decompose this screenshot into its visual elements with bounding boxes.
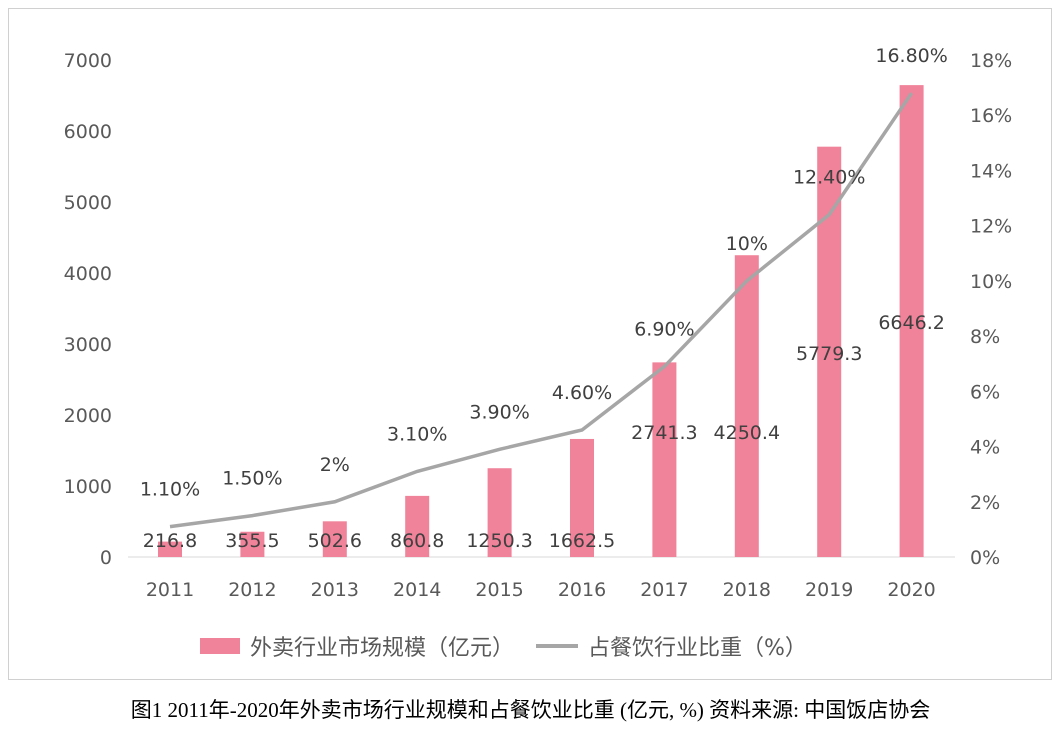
y-right-tick-label: 6% [970, 381, 1000, 403]
line-data-label: 2% [320, 454, 350, 476]
y-right-tick-label: 18% [970, 50, 1012, 72]
bar [899, 85, 924, 557]
y-right-tick-label: 2% [970, 492, 1000, 514]
bar [240, 531, 265, 557]
chart: 0 1000 2000 3000 4000 5000 6000 7000 0% 2% 4% 6% 8% 1… [64, 45, 1013, 601]
line-data-label: 1.50% [222, 468, 282, 490]
x-tick-label: 2020 [887, 579, 935, 601]
y-left-tick-label: 4000 [64, 263, 112, 285]
bar-data-label: 860.8 [390, 530, 444, 552]
y-right-tick-label: 8% [970, 326, 1000, 348]
line-data-label: 3.10% [387, 423, 447, 445]
legend-bar-swatch [200, 638, 240, 654]
line-data-label: 6.90% [634, 318, 694, 340]
x-tick-label: 2019 [805, 579, 853, 601]
bar [652, 362, 677, 557]
bar [158, 541, 182, 557]
x-tick-label: 2016 [558, 579, 606, 601]
x-tick-label: 2017 [640, 579, 688, 601]
bar [570, 438, 594, 557]
figure-caption: 图1 2011年-2020年外卖市场行业规模和占餐饮业比重 (亿元, %) 资料… [130, 698, 931, 722]
y-right-tick-label: 10% [970, 271, 1012, 293]
legend-bar-label: 外卖行业市场规模（亿元） [250, 636, 515, 661]
y-right-tick-label: 0% [970, 547, 1000, 569]
line-data-label: 16.80% [875, 45, 947, 67]
y-left-tick-label: 1000 [64, 476, 112, 498]
x-tick-label: 2011 [146, 579, 194, 601]
legend-line-swatch [536, 644, 579, 648]
bar-data-label: 5779.3 [796, 343, 862, 365]
line-data-label: 1.10% [140, 479, 200, 501]
line-data-label: 12.40% [793, 167, 865, 189]
legend: 外卖行业市场规模（亿元） 占餐饮行业比重（%） [200, 630, 807, 662]
bar [734, 255, 759, 557]
x-tick-label: 2018 [723, 579, 771, 601]
x-tick-label: 2015 [475, 579, 523, 601]
bar-data-label: 1250.3 [466, 530, 532, 552]
line-data-label: 3.90% [469, 401, 529, 423]
y-right-tick-label: 4% [970, 437, 1000, 459]
chart-frame [8, 8, 1052, 680]
bar-data-label: 4250.4 [714, 422, 780, 444]
y-right-tick-label: 14% [970, 160, 1012, 182]
bar [322, 521, 347, 557]
y-left-tick-label: 0 [100, 547, 112, 569]
line-data-label: 4.60% [552, 382, 612, 404]
y-left-tick-label: 3000 [64, 334, 112, 356]
bar-data-label: 355.5 [225, 530, 279, 552]
line-series [169, 92, 914, 529]
x-tick-label: 2013 [311, 579, 359, 601]
y-left-tick-label: 6000 [64, 121, 112, 143]
bar-data-label: 6646.2 [878, 312, 944, 334]
bar-data-label: 1662.5 [549, 530, 615, 552]
x-tick-label: 2014 [393, 579, 441, 601]
y-left-tick-label: 7000 [64, 50, 112, 72]
bar-data-label: 216.8 [143, 530, 197, 552]
bar-data-label: 2741.3 [631, 422, 697, 444]
y-right-tick-label: 16% [970, 105, 1012, 127]
bar-data-label: 502.6 [308, 530, 362, 552]
y-right-tick-label: 12% [970, 216, 1012, 238]
bar [405, 495, 430, 557]
bar [487, 468, 512, 557]
x-tick-label: 2012 [228, 579, 276, 601]
y-left-tick-label: 5000 [64, 192, 112, 214]
legend-line-label: 占餐饮行业比重（%） [588, 636, 807, 661]
y-left-tick-label: 2000 [64, 405, 112, 427]
line-data-label: 10% [726, 233, 768, 255]
